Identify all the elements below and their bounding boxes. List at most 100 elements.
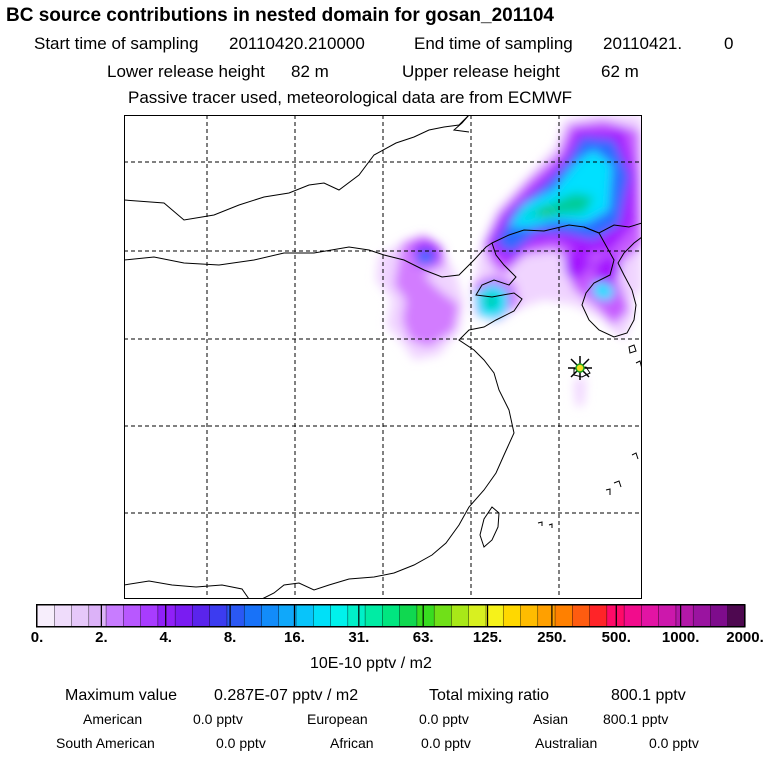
region-name: European — [307, 711, 368, 727]
map-frame — [124, 115, 642, 599]
color-scale-tick-label: 4. — [159, 629, 172, 646]
mongolia-border — [124, 115, 470, 221]
color-scale-cell — [106, 605, 124, 627]
color-scale-cell — [140, 605, 159, 627]
color-scale-cell — [209, 605, 228, 627]
color-scale-cell — [503, 605, 522, 627]
color-scale-cell — [468, 605, 487, 627]
region-value: 800.1 pptv — [603, 711, 669, 727]
region-value: 0.0 pptv — [193, 711, 243, 727]
upper-height-label: Upper release height — [402, 62, 560, 81]
color-scale — [36, 604, 746, 628]
color-scale-cell — [727, 605, 746, 627]
color-scale-cell — [278, 605, 297, 627]
color-scale-tick-label: 8. — [223, 629, 237, 646]
color-scale-cell — [451, 605, 470, 627]
color-scale-cell — [399, 605, 418, 627]
color-scale-tick-label: 31. — [348, 629, 370, 646]
max-value-label: Maximum value — [65, 687, 178, 704]
color-scale-tick-label: 0. — [30, 629, 44, 646]
korea-coast — [581, 226, 642, 338]
color-scale-cell — [296, 605, 314, 627]
region-name: Australian — [535, 735, 598, 751]
field-teal-northeast — [519, 193, 594, 217]
color-scale-tick-label: 63. — [412, 629, 434, 646]
ryukyu-d — [537, 521, 543, 526]
field-tail-jeju — [574, 377, 586, 407]
color-scale-cell — [37, 605, 55, 627]
color-scale-cell — [710, 605, 729, 627]
plot-title: BC source contributions in nested domain… — [6, 5, 554, 26]
ryukyu-a — [631, 452, 639, 460]
color-scale-cell — [485, 605, 504, 627]
field-green-core — [536, 207, 554, 217]
ryukyu-b — [613, 480, 622, 488]
ryukyu-c — [605, 488, 611, 495]
concentration-field — [376, 115, 642, 407]
color-scale-cell — [675, 605, 694, 627]
color-scale-cell — [313, 605, 332, 627]
tracer-note: Passive tracer used, meteorological data… — [128, 88, 573, 107]
end-time-suffix: 0 — [724, 34, 734, 53]
field-teal-shandong — [482, 293, 500, 311]
start-time-label: Start time of sampling — [34, 34, 199, 53]
color-scale-cell — [520, 605, 539, 627]
lower-height-label: Lower release height — [107, 62, 265, 81]
max-value: 0.287E-07 pptv / m2 — [214, 687, 359, 704]
region-name: South American — [56, 735, 155, 751]
color-scale-cell — [347, 605, 366, 627]
color-scale-cell — [175, 605, 194, 627]
region-name: Asian — [533, 711, 569, 727]
region-value: 0.0 pptv — [216, 735, 266, 751]
upper-height-value: 62 m — [601, 62, 639, 81]
color-scale-cell — [589, 605, 608, 627]
color-scale-tick-label: 2. — [95, 629, 108, 646]
color-scale-cell — [244, 605, 263, 627]
color-scale-cell — [572, 605, 591, 627]
color-scale-cell — [261, 605, 280, 627]
field-cyan-korea — [592, 281, 616, 301]
color-scale-frame — [36, 604, 746, 628]
ryukyu-e — [548, 523, 553, 528]
color-scale-tick-label: 125. — [472, 629, 503, 646]
russia-border — [452, 115, 470, 133]
color-scale-tick-label: 1000. — [661, 629, 700, 646]
color-scale-cell — [88, 605, 107, 627]
total-mixing-label: Total mixing ratio — [429, 687, 550, 704]
color-scale-cell — [641, 605, 660, 627]
color-scale-cell — [693, 605, 712, 627]
color-scale-unit: 10E-10 pptv / m2 — [310, 655, 432, 672]
color-scale-cell — [434, 605, 453, 627]
color-scale-cell — [123, 605, 142, 627]
inner-boundary — [124, 580, 250, 599]
color-scale-tick-label: 16. — [284, 629, 305, 646]
color-scale-cell — [71, 605, 90, 627]
color-scale-cell — [555, 605, 573, 627]
china-coast — [124, 242, 523, 599]
japan-island-a — [628, 344, 637, 354]
field-purple-korea-b — [594, 253, 622, 285]
star-marker-icon — [568, 356, 592, 380]
color-scale-cell — [157, 605, 176, 627]
color-scale-cell — [365, 605, 383, 627]
color-scale-cell — [226, 605, 245, 627]
start-time-value: 20110420.210000 — [229, 34, 365, 53]
color-scale-tick-label: 2000. — [726, 629, 764, 646]
color-scale-tick-label: 250. — [537, 629, 567, 646]
end-time-value: 20110421. — [603, 34, 683, 53]
color-scale-cell — [382, 605, 401, 627]
color-scale-cell — [54, 605, 73, 627]
end-time-label: End time of sampling — [414, 34, 573, 53]
color-scale-cell — [658, 605, 677, 627]
region-value: 0.0 pptv — [421, 735, 471, 751]
field-blue-west — [416, 249, 436, 265]
taiwan — [479, 506, 500, 548]
color-scale-cell — [192, 605, 211, 627]
source-contribution-map — [124, 115, 642, 599]
lower-height-value: 82 m — [291, 62, 329, 81]
region-value: 0.0 pptv — [419, 711, 469, 727]
color-scale-cell — [537, 605, 556, 627]
color-scale-cell — [624, 605, 642, 627]
region-value: 0.0 pptv — [649, 735, 699, 751]
color-scale-tick-label: 500. — [601, 629, 631, 646]
